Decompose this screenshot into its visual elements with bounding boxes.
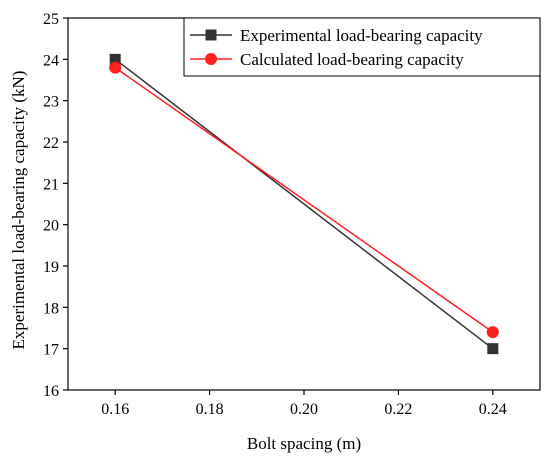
y-tick-label: 24 xyxy=(43,52,59,69)
x-axis-ticks: 0.16 0.18 0.20 0.22 0.24 xyxy=(101,390,507,418)
series-line-square xyxy=(114,58,494,350)
y-tick-label: 16 xyxy=(43,383,59,400)
y-axis-ticks: 16 17 18 19 20 21 22 23 24 25 xyxy=(43,11,68,400)
legend: Experimental load-bearing capacity Calcul… xyxy=(183,17,541,77)
legend-label: Experimental load-bearing capacity xyxy=(240,26,483,45)
legend-box xyxy=(183,17,541,77)
y-tick-label: 23 xyxy=(43,94,59,111)
legend-square-marker xyxy=(205,29,217,41)
y-tick-label: 22 xyxy=(43,135,59,152)
data-point-circle xyxy=(109,61,122,74)
x-tick-label: 0.24 xyxy=(479,401,507,418)
data-point-square xyxy=(109,53,121,65)
y-axis-title: Experimental load-bearing capacity (kN) xyxy=(9,71,28,350)
data-point-square xyxy=(487,343,499,355)
y-tick-label: 17 xyxy=(43,342,59,359)
legend-label: Calculated load-bearing capacity xyxy=(240,50,464,69)
legend-circle-marker xyxy=(205,53,217,65)
y-tick-label: 25 xyxy=(43,11,59,28)
series-line-circle xyxy=(114,66,494,333)
y-tick-label: 20 xyxy=(43,218,59,235)
data-point-circle xyxy=(486,326,499,339)
series-layer xyxy=(109,53,499,355)
x-tick-label: 0.16 xyxy=(101,401,129,418)
x-tick-label: 0.18 xyxy=(196,401,224,418)
y-tick-label: 21 xyxy=(43,176,59,193)
x-axis-title: Bolt spacing (m) xyxy=(247,434,361,453)
x-tick-label: 0.22 xyxy=(384,401,412,418)
y-tick-label: 19 xyxy=(43,259,59,276)
y-tick-label: 18 xyxy=(43,300,59,317)
x-tick-label: 0.20 xyxy=(290,401,318,418)
